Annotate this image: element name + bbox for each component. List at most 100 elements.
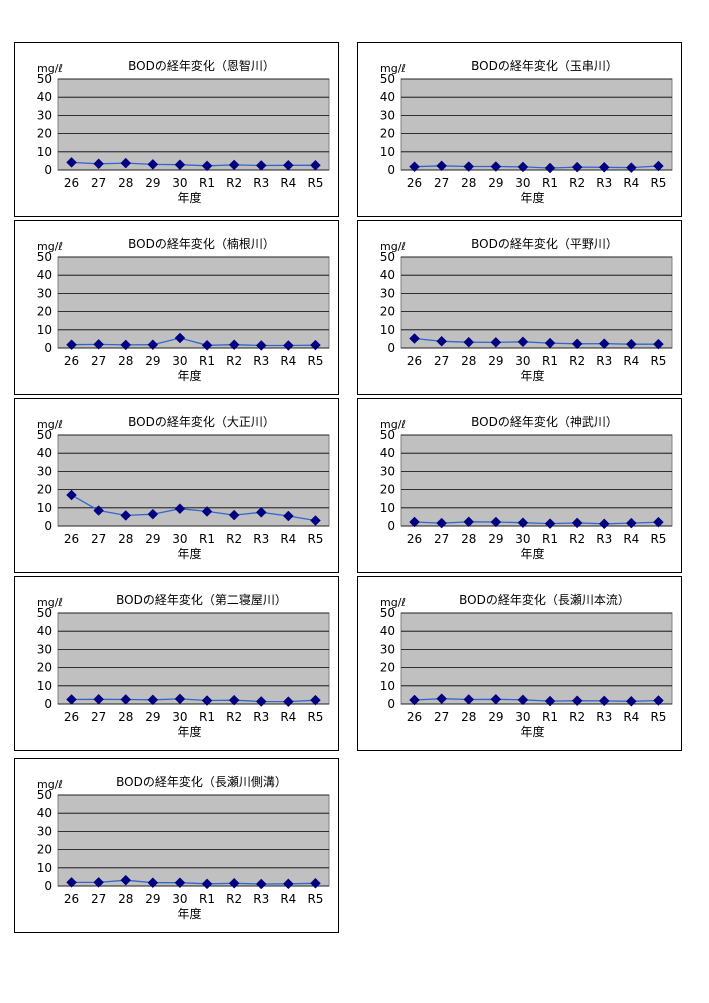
chart-title: BODの経年変化（楠根川） xyxy=(128,236,275,251)
y-tick-label: 50 xyxy=(37,606,52,620)
x-tick-label: 28 xyxy=(461,354,476,368)
x-tick-label: R1 xyxy=(199,892,215,906)
data-point xyxy=(463,516,475,528)
x-tick-label: 29 xyxy=(145,176,160,190)
x-axis-label: 年度 xyxy=(520,368,544,383)
y-tick-label: 50 xyxy=(380,250,395,264)
chart-panel-onji: 0 10 20 30 40 50 26 27 28 29 30 R1 R2 R3 R4 R5 BODの経年変化（… xyxy=(14,42,339,217)
data-point xyxy=(147,508,159,520)
data-point xyxy=(201,506,213,517)
y-tick-label: 50 xyxy=(37,428,52,442)
data-point xyxy=(120,339,132,351)
data-point xyxy=(598,695,610,707)
x-tick-label: 28 xyxy=(461,176,476,190)
x-tick-label: 28 xyxy=(461,532,476,546)
plot-area xyxy=(57,256,330,349)
plot-area xyxy=(400,256,673,349)
x-tick-label: 28 xyxy=(461,710,476,724)
y-tick-label: 0 xyxy=(44,879,52,893)
x-tick-label: 26 xyxy=(64,354,79,368)
data-point xyxy=(436,693,448,705)
data-point xyxy=(463,336,475,348)
y-tick-label: 20 xyxy=(37,305,52,319)
y-tick-label: 30 xyxy=(37,824,52,838)
chart-svg: 0 10 20 30 40 50 26 27 28 29 30 R1 R2 R3 R4 R5 BODの経年変化（… xyxy=(380,414,673,561)
data-point xyxy=(93,339,105,350)
data-point xyxy=(653,516,664,528)
x-tick-label: R2 xyxy=(226,532,242,546)
data-point xyxy=(625,162,637,173)
data-point xyxy=(255,878,267,890)
chart-panel-nagase-main: 0 10 20 30 40 50 26 27 28 29 30 R1 R2 R3 R4 R5 BODの経年変化（… xyxy=(357,576,682,751)
x-tick-label: R3 xyxy=(596,354,612,368)
y-tick-label: 0 xyxy=(44,697,52,711)
x-tick-label: 29 xyxy=(488,710,503,724)
chart-title: BODの経年変化（長瀬川本流） xyxy=(459,592,630,607)
y-tick-label: 30 xyxy=(380,464,395,478)
x-tick-label: R3 xyxy=(253,176,269,190)
chart-panel-taisho: 0 10 20 30 40 50 26 27 28 29 30 R1 R2 R3 R4 R5 BODの経年変化（… xyxy=(14,398,339,573)
y-tick-label: 0 xyxy=(387,341,395,355)
y-tick-label: 30 xyxy=(37,642,52,656)
series-line xyxy=(414,337,659,345)
data-point xyxy=(93,877,105,888)
y-tick-label: 0 xyxy=(44,519,52,533)
chart-title: BODの経年変化（神武川） xyxy=(471,414,618,429)
data-point xyxy=(571,517,583,529)
chart-panel-hirano: 0 10 20 30 40 50 26 27 28 29 30 R1 R2 R3 R4 R5 BODの経年変化（… xyxy=(357,220,682,395)
y-tick-label: 10 xyxy=(380,145,395,159)
y-axis-unit: mg/ℓ xyxy=(37,778,63,791)
y-tick-label: 50 xyxy=(37,788,52,802)
x-tick-label: R4 xyxy=(280,892,296,906)
data-point xyxy=(436,160,448,172)
y-tick-label: 30 xyxy=(37,108,52,122)
x-tick-label: 26 xyxy=(64,176,79,190)
y-tick-label: 20 xyxy=(380,483,395,497)
y-tick-label: 30 xyxy=(37,464,52,478)
data-point xyxy=(571,161,583,173)
x-tick-label: R2 xyxy=(226,892,242,906)
x-tick-label: R4 xyxy=(280,532,296,546)
x-tick-label: 29 xyxy=(488,532,503,546)
x-tick-label: 30 xyxy=(515,532,530,546)
x-axis-label: 年度 xyxy=(520,546,544,561)
x-tick-label: R3 xyxy=(253,354,269,368)
data-point xyxy=(490,161,502,172)
data-point xyxy=(310,694,321,706)
data-point xyxy=(544,518,556,529)
x-tick-label: R5 xyxy=(307,354,323,368)
x-tick-label: R2 xyxy=(226,354,242,368)
plot-area xyxy=(400,434,673,527)
x-tick-label: 28 xyxy=(118,176,133,190)
data-point xyxy=(544,162,556,174)
y-tick-label: 20 xyxy=(37,843,52,857)
x-tick-label: 26 xyxy=(64,532,79,546)
x-tick-label: R2 xyxy=(226,176,242,190)
data-point xyxy=(544,337,556,349)
data-point xyxy=(147,159,159,170)
x-tick-label: 26 xyxy=(407,710,422,724)
x-tick-label: 27 xyxy=(91,892,106,906)
data-point xyxy=(490,693,502,705)
data-point xyxy=(282,340,294,351)
x-tick-label: R5 xyxy=(307,710,323,724)
y-tick-label: 40 xyxy=(37,624,52,638)
y-axis-unit: mg/ℓ xyxy=(37,240,63,253)
data-point xyxy=(93,693,105,705)
x-axis-label: 年度 xyxy=(177,546,201,561)
x-tick-label: R3 xyxy=(253,532,269,546)
x-tick-label: 26 xyxy=(64,710,79,724)
data-point xyxy=(228,877,240,889)
data-point xyxy=(66,157,77,168)
x-tick-label: 29 xyxy=(145,354,160,368)
chart-title: BODの経年変化（大正川） xyxy=(128,414,275,429)
x-tick-label: R5 xyxy=(307,176,323,190)
data-point xyxy=(255,506,267,518)
plot-area xyxy=(57,78,330,171)
data-point xyxy=(66,489,77,501)
series-line xyxy=(71,698,316,703)
y-tick-label: 10 xyxy=(37,323,52,337)
data-point xyxy=(653,160,664,172)
x-tick-label: R5 xyxy=(650,354,666,368)
x-tick-label: R4 xyxy=(280,354,296,368)
